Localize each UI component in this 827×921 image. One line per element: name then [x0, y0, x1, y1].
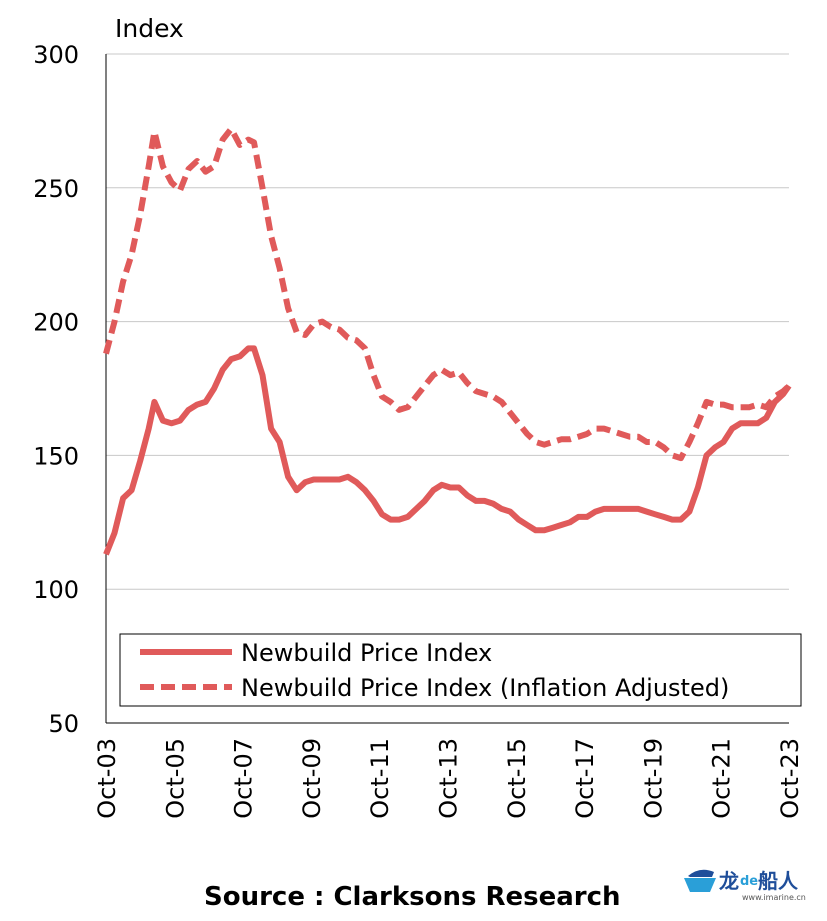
watermark-text-de: de [740, 874, 758, 889]
y-tick-label: 300 [33, 41, 79, 69]
x-tick-label: Oct-13 [435, 738, 463, 819]
x-tick-label: Oct-11 [366, 738, 394, 819]
x-tick-label: Oct-23 [776, 738, 804, 819]
x-tick-label: Oct-05 [161, 738, 189, 819]
legend: Newbuild Price Index Newbuild Price Inde… [119, 633, 802, 707]
y-tick-label: 200 [33, 309, 79, 337]
y-axis-title: Index [115, 14, 184, 43]
x-tick-label: Oct-09 [298, 738, 326, 819]
series-line-newbuild [103, 345, 792, 556]
axes [105, 54, 789, 724]
y-tick-labels: 300 250 200 150 100 50 [33, 41, 79, 738]
legend-label-newbuild: Newbuild Price Index [241, 639, 492, 667]
legend-box [119, 633, 802, 707]
y-tick-label: 50 [48, 710, 79, 738]
x-tick-labels: Oct-03 Oct-05 Oct-07 Oct-09 Oct-11 Oct-13 Oct-… [93, 738, 804, 819]
source-note: Source : Clarksons Research [204, 882, 621, 912]
x-tick-label: Oct-21 [708, 738, 736, 819]
watermark-logo: 龙 de 船人 www.imarine.cn [684, 869, 806, 902]
x-tick-label: Oct-15 [503, 738, 531, 819]
y-tick-label: 150 [33, 442, 79, 470]
gridlines [106, 53, 789, 590]
x-tick-label: Oct-07 [230, 738, 258, 819]
legend-label-inflation-adjusted: Newbuild Price Index (Inflation Adjusted… [241, 674, 729, 702]
ship-icon [684, 869, 716, 892]
y-tick-label: 250 [33, 175, 79, 203]
watermark-text-main: 龙 [719, 869, 739, 893]
watermark-url: www.imarine.cn [742, 893, 806, 902]
series-lines [103, 125, 792, 556]
series-line-inflation-adjusted [103, 125, 792, 462]
watermark-text-end: 船人 [758, 869, 799, 893]
x-tick-label: Oct-19 [639, 738, 667, 819]
x-tick-label: Oct-03 [93, 738, 121, 819]
y-tick-label: 100 [33, 576, 79, 604]
x-tick-label: Oct-17 [571, 738, 599, 819]
